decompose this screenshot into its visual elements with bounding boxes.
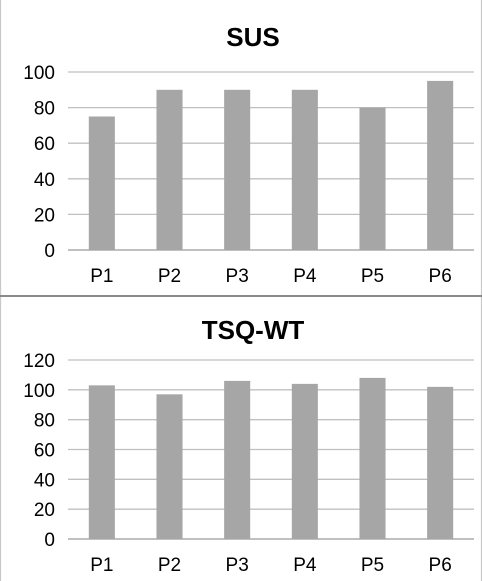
tsq-wt-bar-p3	[224, 380, 251, 539]
tsq-wt-x-tick-label-p4: P4	[293, 555, 317, 576]
sus-y-tick-label-40: 40	[34, 170, 55, 191]
sus-y-tick-label-80: 80	[34, 99, 55, 120]
panel-divider	[0, 295, 482, 298]
tsq-wt-x-tick-label-p1: P1	[90, 555, 113, 576]
sus-bar-p2	[156, 89, 183, 250]
tsq-wt-x-tick-label-p2: P2	[158, 555, 181, 576]
tsq-wt-bar-p5	[359, 377, 386, 539]
sus-bar-p6	[427, 80, 454, 251]
tsq-wt-chart-panel: TSQ-WT 0 20 40 60 80 100 120 P1 P2 P3 P4 P5 P6	[0, 297, 482, 581]
tsq-wt-x-tick-label-p3: P3	[226, 555, 249, 576]
tsq-wt-x-tick-label-p6: P6	[429, 555, 452, 576]
tsq-wt-y-tick-label-80: 80	[34, 411, 55, 432]
tsq-wt-y-tick-label-100: 100	[23, 381, 55, 402]
sus-chart-title: SUS	[226, 22, 279, 52]
tsq-wt-y-tick-label-120: 120	[23, 351, 55, 372]
tsq-wt-y-tick-label-20: 20	[34, 500, 55, 521]
tsq-wt-y-tick-label-40: 40	[34, 470, 55, 491]
sus-chart: SUS 0 20 40 60 80 100 P1 P2 P3 P4 P5 P6	[0, 0, 482, 297]
sus-y-tick-label-100: 100	[23, 63, 55, 84]
sus-x-tick-label-p6: P6	[429, 266, 452, 287]
tsq-wt-chart-title: TSQ-WT	[202, 315, 305, 345]
sus-bar-p4	[291, 89, 318, 250]
tsq-wt-bar-p6	[427, 386, 454, 539]
tsq-wt-bar-p4	[291, 383, 318, 539]
sus-bar-p3	[224, 89, 251, 250]
tsq-wt-chart: TSQ-WT 0 20 40 60 80 100 120 P1 P2 P3 P4 P5 P6	[0, 297, 482, 581]
tsq-wt-bar-p1	[88, 385, 115, 539]
sus-y-tick-label-20: 20	[34, 205, 55, 226]
sus-x-tick-label-p1: P1	[90, 266, 113, 287]
sus-x-tick-label-p2: P2	[158, 266, 181, 287]
sus-bar-p1	[88, 116, 115, 250]
sus-x-tick-label-p4: P4	[293, 266, 317, 287]
tsq-wt-bar-p2	[156, 394, 183, 539]
tsq-wt-y-tick-label-0: 0	[44, 530, 55, 551]
sus-x-tick-label-p3: P3	[226, 266, 249, 287]
sus-chart-panel: SUS 0 20 40 60 80 100 P1 P2 P3 P4 P5 P6	[0, 0, 482, 297]
sus-y-tick-label-60: 60	[34, 134, 55, 155]
tsq-wt-y-tick-label-60: 60	[34, 441, 55, 462]
sus-x-tick-label-p5: P5	[361, 266, 384, 287]
sus-y-tick-label-0: 0	[44, 241, 55, 262]
sus-bar-p5	[359, 107, 386, 250]
tsq-wt-x-tick-label-p5: P5	[361, 555, 384, 576]
